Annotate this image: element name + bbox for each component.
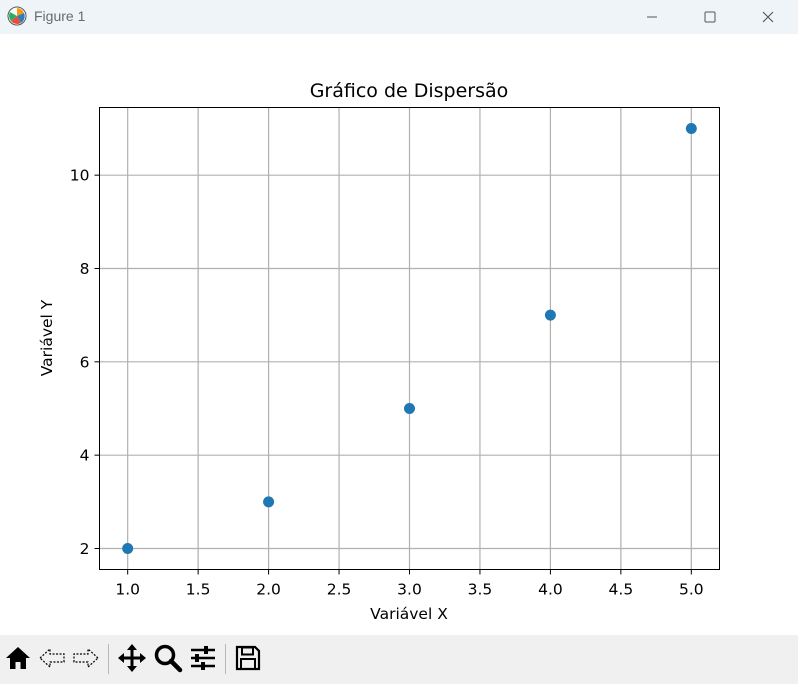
close-button[interactable]: [745, 0, 791, 34]
axis-ticks: 1.0 1.5 2.0 2.5 3.0 3.5 4.0 4.5 5.0 2 4 6 8 10: [70, 167, 704, 599]
maximize-icon: [704, 8, 716, 27]
minimize-icon: [646, 8, 658, 27]
chart-title: Gráfico de Dispersão: [310, 80, 509, 102]
matplotlib-icon: [7, 6, 27, 26]
configure-subplots-icon: [188, 643, 218, 677]
save-button[interactable]: [232, 644, 264, 676]
window-titlebar: Figure 1: [0, 0, 798, 34]
x-tick-label: 2.0: [256, 581, 281, 599]
back-icon: [37, 644, 67, 676]
figure-canvas: 1.0 1.5 2.0 2.5 3.0 3.5 4.0 4.5 5.0 2 4 6 8 10 Gráfic…: [0, 34, 798, 635]
pan-button[interactable]: [116, 644, 148, 676]
scatter-points: [122, 123, 697, 554]
y-tick-label: 6: [80, 353, 90, 371]
grid-lines: [99, 107, 720, 570]
y-axis-label: Variável Y: [38, 299, 56, 376]
home-icon: [4, 644, 32, 676]
x-tick-label: 3.5: [468, 581, 493, 599]
y-tick-label: 8: [80, 260, 90, 278]
configure-subplots-button[interactable]: [187, 644, 219, 676]
scatter-point: [685, 123, 697, 134]
forward-button[interactable]: [70, 644, 102, 676]
forward-icon: [71, 644, 101, 676]
y-tick-label: 4: [80, 447, 90, 465]
navigation-toolbar: [0, 635, 798, 684]
save-icon: [234, 644, 262, 676]
maximize-button[interactable]: [687, 0, 733, 34]
toolbar-separator: [108, 644, 109, 674]
y-tick-label: 10: [70, 167, 90, 185]
scatter-point: [263, 496, 275, 508]
scatter-point: [544, 309, 556, 321]
back-button[interactable]: [36, 644, 68, 676]
x-tick-label: 1.5: [186, 581, 211, 599]
scatter-point: [404, 403, 415, 414]
zoom-button[interactable]: [152, 644, 184, 676]
x-tick-label: 2.5: [327, 581, 352, 599]
zoom-icon: [153, 643, 183, 677]
x-axis-label: Variável X: [370, 605, 448, 623]
x-tick-label: 4.0: [538, 581, 563, 599]
x-tick-label: 1.0: [115, 581, 140, 599]
toolbar-separator: [225, 644, 226, 674]
close-icon: [762, 8, 774, 27]
window-title: Figure 1: [34, 8, 86, 24]
x-tick-label: 4.5: [609, 581, 634, 599]
x-tick-label: 5.0: [679, 581, 704, 599]
x-tick-label: 3.0: [397, 581, 422, 599]
pan-icon: [117, 643, 147, 677]
minimize-button[interactable]: [629, 0, 675, 34]
y-tick-label: 2: [80, 540, 90, 558]
scatter-point: [122, 543, 134, 554]
axes-frame: [99, 107, 720, 570]
home-button[interactable]: [2, 644, 34, 676]
